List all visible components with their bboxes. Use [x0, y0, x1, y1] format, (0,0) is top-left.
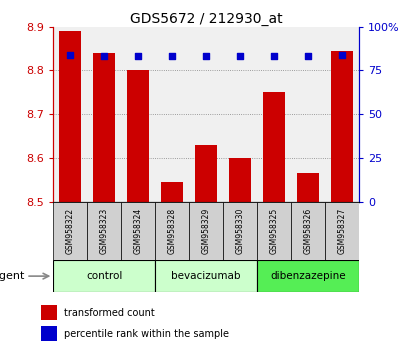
Bar [256, 202, 290, 260]
Bar [195, 145, 216, 202]
Text: GSM958327: GSM958327 [337, 208, 346, 254]
Text: control: control [86, 271, 122, 281]
Bar [330, 51, 352, 202]
Bar [296, 173, 318, 202]
Bar [121, 202, 155, 260]
Text: GSM958322: GSM958322 [65, 208, 74, 254]
Title: GDS5672 / 212930_at: GDS5672 / 212930_at [129, 12, 282, 25]
Text: GSM958329: GSM958329 [201, 208, 210, 254]
Point [135, 53, 141, 59]
Bar [262, 92, 284, 202]
Bar [41, 326, 57, 341]
Text: GSM958325: GSM958325 [269, 208, 278, 254]
Point [338, 52, 344, 57]
Point [202, 53, 209, 59]
Text: GSM958328: GSM958328 [167, 208, 176, 254]
Point [304, 53, 310, 59]
Bar [155, 202, 189, 260]
Bar [41, 305, 57, 320]
Bar [155, 260, 256, 292]
Text: GSM958323: GSM958323 [99, 208, 108, 254]
Text: GSM958324: GSM958324 [133, 208, 142, 254]
Bar [222, 202, 256, 260]
Text: agent: agent [0, 271, 25, 281]
Bar [127, 70, 149, 202]
Point [101, 53, 107, 59]
Bar [324, 202, 358, 260]
Text: GSM958330: GSM958330 [235, 208, 244, 254]
Point [67, 52, 73, 57]
Bar [189, 202, 222, 260]
Text: dibenzazepine: dibenzazepine [270, 271, 345, 281]
Bar [93, 53, 115, 202]
Text: GSM958326: GSM958326 [303, 208, 312, 254]
Point [270, 53, 276, 59]
Bar [256, 260, 358, 292]
Bar [228, 158, 250, 202]
Bar [161, 182, 183, 202]
Point [236, 53, 243, 59]
Bar [53, 202, 87, 260]
Bar [87, 202, 121, 260]
Bar [290, 202, 324, 260]
Bar [53, 260, 155, 292]
Bar [59, 31, 81, 202]
Text: percentile rank within the sample: percentile rank within the sample [63, 329, 228, 339]
Point [169, 53, 175, 59]
Text: bevacizumab: bevacizumab [171, 271, 240, 281]
Text: transformed count: transformed count [63, 308, 154, 318]
